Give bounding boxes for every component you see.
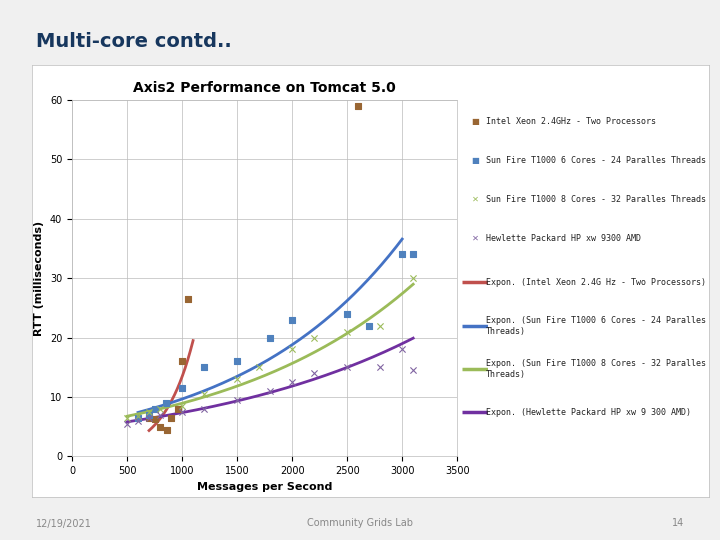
Point <box>231 375 243 383</box>
Point <box>308 333 320 342</box>
Point <box>161 426 172 434</box>
Point <box>143 407 155 416</box>
Text: ■: ■ <box>472 156 479 165</box>
Point <box>121 414 132 422</box>
Point <box>397 250 408 259</box>
Point <box>341 363 353 372</box>
Point <box>352 102 364 110</box>
Point <box>253 363 265 372</box>
Text: Expon. (Sun Fire T1000 6 Cores - 24 Paralles
Threads): Expon. (Sun Fire T1000 6 Cores - 24 Para… <box>486 315 706 336</box>
Point <box>287 345 298 354</box>
Point <box>287 378 298 387</box>
Text: ✕: ✕ <box>472 234 479 242</box>
Point <box>408 250 419 259</box>
Text: Community Grids Lab: Community Grids Lab <box>307 518 413 529</box>
Point <box>154 404 166 413</box>
Point <box>176 383 188 392</box>
Text: ✕: ✕ <box>472 195 479 204</box>
Point <box>308 369 320 377</box>
Point <box>374 363 386 372</box>
Text: Expon. (Intel Xeon 2.4G Hz - Two Processors): Expon. (Intel Xeon 2.4G Hz - Two Process… <box>486 278 706 287</box>
Point <box>166 414 177 422</box>
Point <box>154 422 166 431</box>
Point <box>154 410 166 419</box>
Point <box>264 333 276 342</box>
Text: 12/19/2021: 12/19/2021 <box>36 518 92 529</box>
Point <box>132 416 144 425</box>
Point <box>408 274 419 282</box>
Y-axis label: RTT (milliseconds): RTT (milliseconds) <box>35 220 45 336</box>
Text: ■: ■ <box>472 117 479 126</box>
Point <box>149 415 161 424</box>
Point <box>341 327 353 336</box>
Text: Multi-core contd..: Multi-core contd.. <box>36 32 232 51</box>
Point <box>149 404 161 413</box>
Point <box>264 387 276 395</box>
Point <box>143 410 155 419</box>
Point <box>160 399 171 407</box>
Point <box>287 315 298 324</box>
Text: Expon. (Hewlette Packard HP xw 9 300 AMD): Expon. (Hewlette Packard HP xw 9 300 AMD… <box>486 408 691 416</box>
Text: Sun Fire T1000 6 Cores - 24 Paralles Threads: Sun Fire T1000 6 Cores - 24 Paralles Thr… <box>486 156 706 165</box>
Point <box>181 294 193 303</box>
Point <box>198 390 210 399</box>
Title: Axis2 Performance on Tomcat 5.0: Axis2 Performance on Tomcat 5.0 <box>133 80 396 94</box>
Point <box>176 402 188 410</box>
X-axis label: Messages per Second: Messages per Second <box>197 482 333 491</box>
Text: Sun Fire T1000 8 Cores - 32 Paralles Threads: Sun Fire T1000 8 Cores - 32 Paralles Thr… <box>486 195 706 204</box>
Text: Expon. (Sun Fire T1000 8 Cores - 32 Paralles
Threads): Expon. (Sun Fire T1000 8 Cores - 32 Para… <box>486 359 706 379</box>
Point <box>143 414 155 422</box>
Point <box>143 414 155 422</box>
Point <box>397 345 408 354</box>
Text: Intel Xeon 2.4GHz - Two Processors: Intel Xeon 2.4GHz - Two Processors <box>486 117 656 126</box>
Point <box>172 404 184 413</box>
Text: 14: 14 <box>672 518 684 529</box>
Point <box>198 404 210 413</box>
Point <box>231 357 243 366</box>
Point <box>132 414 144 422</box>
Point <box>374 321 386 330</box>
Point <box>132 411 144 420</box>
Point <box>121 419 132 428</box>
Point <box>198 363 210 372</box>
Point <box>364 321 375 330</box>
Point <box>408 366 419 375</box>
Point <box>176 357 188 366</box>
Text: Hewlette Packard HP xw 9300 AMD: Hewlette Packard HP xw 9300 AMD <box>486 234 641 242</box>
Point <box>231 395 243 404</box>
Point <box>341 309 353 318</box>
Point <box>176 407 188 416</box>
